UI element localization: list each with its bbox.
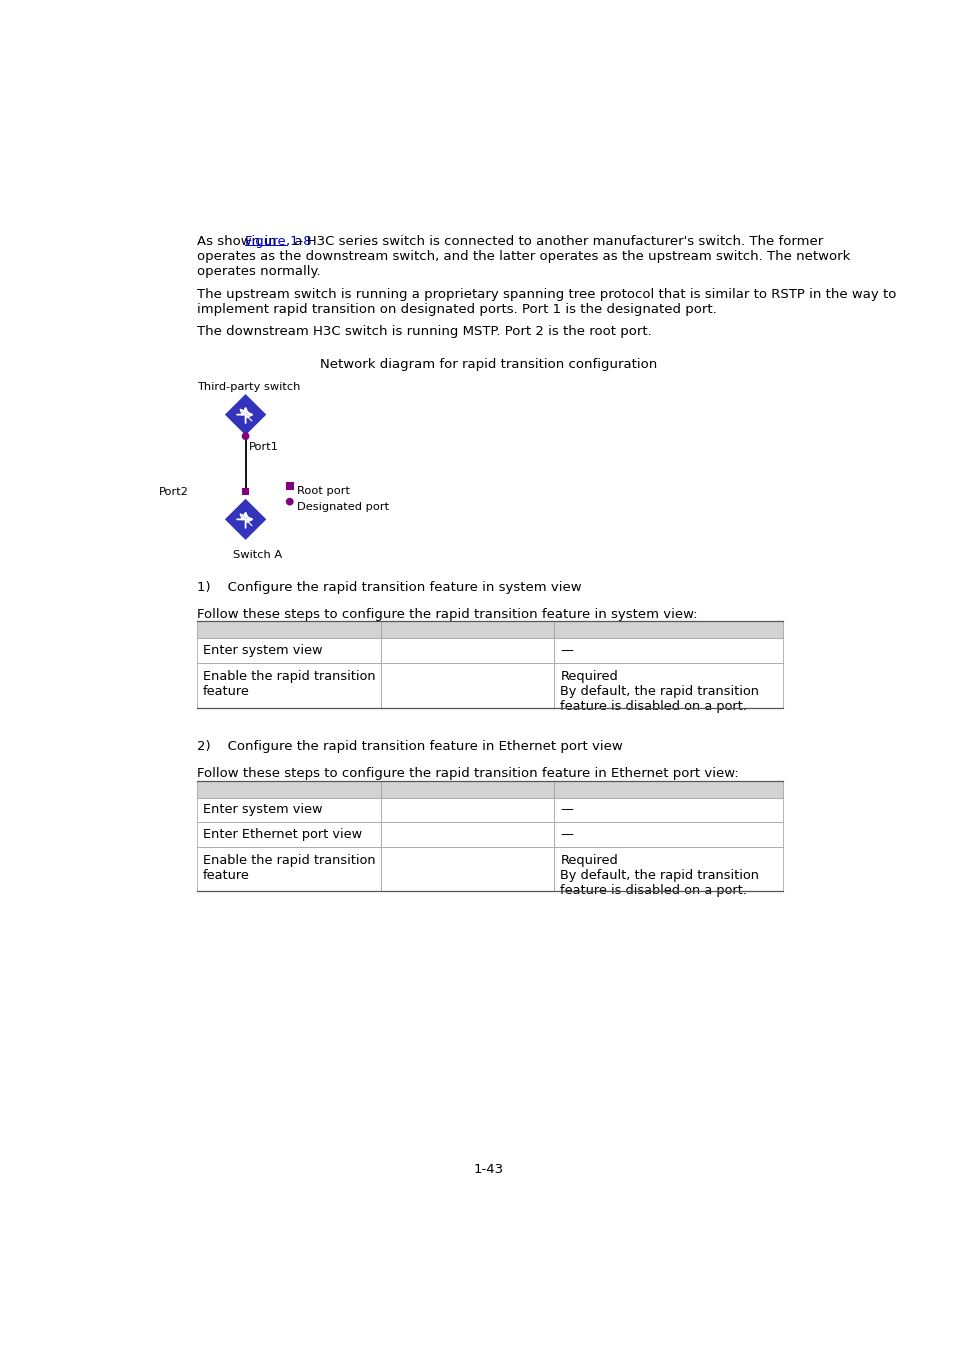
Text: —: — bbox=[559, 803, 573, 817]
Polygon shape bbox=[224, 498, 267, 541]
Bar bbox=[554, 846, 781, 891]
Text: The downstream H3C switch is running MSTP. Port 2 is the root port.: The downstream H3C switch is running MST… bbox=[196, 325, 651, 339]
Bar bbox=[196, 621, 381, 639]
Text: By default, the rapid transition: By default, the rapid transition bbox=[559, 684, 759, 698]
Text: feature: feature bbox=[203, 684, 250, 698]
Bar bbox=[381, 639, 554, 663]
Bar bbox=[381, 798, 554, 822]
Text: 1-43: 1-43 bbox=[474, 1162, 503, 1176]
Bar bbox=[381, 846, 554, 891]
Text: Enable the rapid transition: Enable the rapid transition bbox=[203, 853, 375, 867]
Text: implement rapid transition on designated ports. Port 1 is the designated port.: implement rapid transition on designated… bbox=[196, 302, 716, 316]
Bar bbox=[554, 639, 781, 663]
Text: Designated port: Designated port bbox=[296, 502, 389, 512]
Bar bbox=[554, 663, 781, 707]
Text: —: — bbox=[559, 644, 573, 657]
Bar bbox=[196, 798, 381, 822]
Text: Enter system view: Enter system view bbox=[203, 803, 322, 817]
Text: Enable the rapid transition: Enable the rapid transition bbox=[203, 670, 375, 683]
Text: Root port: Root port bbox=[296, 486, 350, 497]
Bar bbox=[196, 639, 381, 663]
Text: feature: feature bbox=[203, 869, 250, 882]
Bar bbox=[196, 822, 381, 846]
Bar bbox=[554, 822, 781, 846]
Text: operates as the downstream switch, and the latter operates as the upstream switc: operates as the downstream switch, and t… bbox=[196, 250, 849, 263]
Text: The upstream switch is running a proprietary spanning tree protocol that is simi: The upstream switch is running a proprie… bbox=[196, 288, 895, 301]
Text: feature is disabled on a port.: feature is disabled on a port. bbox=[559, 701, 746, 713]
Text: 1)    Configure the rapid transition feature in system view: 1) Configure the rapid transition featur… bbox=[196, 580, 580, 594]
Text: By default, the rapid transition: By default, the rapid transition bbox=[559, 869, 759, 882]
Text: Required: Required bbox=[559, 670, 618, 683]
Circle shape bbox=[241, 432, 249, 440]
Bar bbox=[196, 846, 381, 891]
Circle shape bbox=[286, 498, 294, 505]
Text: Network diagram for rapid transition configuration: Network diagram for rapid transition con… bbox=[320, 358, 657, 371]
Bar bbox=[554, 780, 781, 798]
Text: 2)    Configure the rapid transition feature in Ethernet port view: 2) Configure the rapid transition featur… bbox=[196, 740, 622, 753]
Text: Follow these steps to configure the rapid transition feature in system view:: Follow these steps to configure the rapi… bbox=[196, 608, 697, 621]
Text: Port2: Port2 bbox=[159, 486, 189, 497]
Bar bbox=[196, 663, 381, 707]
Text: operates normally.: operates normally. bbox=[196, 265, 320, 278]
Text: Figure 1-8: Figure 1-8 bbox=[245, 235, 312, 248]
Text: Port1: Port1 bbox=[249, 443, 278, 452]
Bar bbox=[381, 621, 554, 639]
Bar bbox=[381, 663, 554, 707]
Text: Required: Required bbox=[559, 853, 618, 867]
Text: As shown in: As shown in bbox=[196, 235, 280, 248]
Text: Enter system view: Enter system view bbox=[203, 644, 322, 657]
Bar bbox=[286, 482, 294, 490]
Text: , a H3C series switch is connected to another manufacturer's switch. The former: , a H3C series switch is connected to an… bbox=[286, 235, 822, 248]
Bar bbox=[381, 780, 554, 798]
Bar bbox=[381, 822, 554, 846]
Text: Third-party switch: Third-party switch bbox=[196, 382, 300, 393]
Text: Switch A: Switch A bbox=[233, 551, 282, 560]
Bar bbox=[554, 621, 781, 639]
Text: Follow these steps to configure the rapid transition feature in Ethernet port vi: Follow these steps to configure the rapi… bbox=[196, 767, 738, 780]
Bar bbox=[196, 780, 381, 798]
Text: feature is disabled on a port.: feature is disabled on a port. bbox=[559, 884, 746, 896]
Bar bbox=[241, 487, 249, 495]
Text: —: — bbox=[559, 828, 573, 841]
Polygon shape bbox=[224, 393, 267, 436]
Text: Enter Ethernet port view: Enter Ethernet port view bbox=[203, 828, 362, 841]
Bar bbox=[554, 798, 781, 822]
